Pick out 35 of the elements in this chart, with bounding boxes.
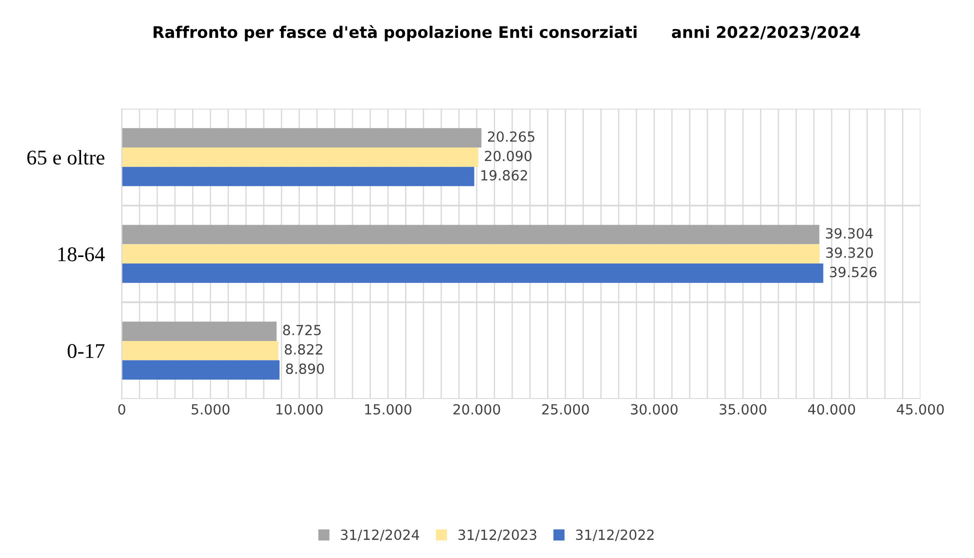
bar <box>122 244 820 264</box>
x-tick-label: 45.000 <box>896 404 944 415</box>
bar <box>122 360 280 380</box>
data-label: 8.725 <box>283 324 321 336</box>
chart-title: Raffronto per fasce d'età popolazione Enti consorziati anni 2022/2023/2024 <box>154 25 860 42</box>
bar <box>122 166 474 186</box>
y-tick-label: 0-17 <box>68 344 104 358</box>
legend-label: 31/12/2022 <box>576 530 654 542</box>
x-tick-label: 15.000 <box>365 404 412 415</box>
y-tick-label: 18-64 <box>58 247 105 262</box>
bar <box>122 340 278 360</box>
x-tick-label: 20.000 <box>453 404 500 415</box>
x-tick-label: 40.000 <box>808 404 856 415</box>
x-tick-label: 10.000 <box>276 404 323 415</box>
data-label: 39.320 <box>826 247 873 258</box>
data-label: 19.862 <box>481 170 528 181</box>
x-tick-label: 5.000 <box>192 404 230 415</box>
x-tick-label: 25.000 <box>542 404 589 415</box>
x-tick-label: 30.000 <box>630 404 678 415</box>
bar <box>122 148 478 167</box>
x-tick-label: 0 <box>118 404 126 415</box>
data-label: 8.822 <box>284 344 322 355</box>
data-label: 39.304 <box>826 228 873 239</box>
bar <box>122 264 824 283</box>
legend-label: 31/12/2024 <box>340 530 420 542</box>
legend-label: 31/12/2023 <box>458 530 536 542</box>
data-label: 39.526 <box>830 266 877 278</box>
data-label: 8.890 <box>286 363 324 374</box>
bar <box>122 322 277 341</box>
data-label: 20.265 <box>488 131 534 142</box>
bar <box>122 224 820 244</box>
x-tick-label: 35.000 <box>720 404 766 415</box>
y-tick-label: 65 e oltre <box>27 150 104 165</box>
data-label: 20.090 <box>484 150 532 162</box>
bar <box>122 128 482 148</box>
